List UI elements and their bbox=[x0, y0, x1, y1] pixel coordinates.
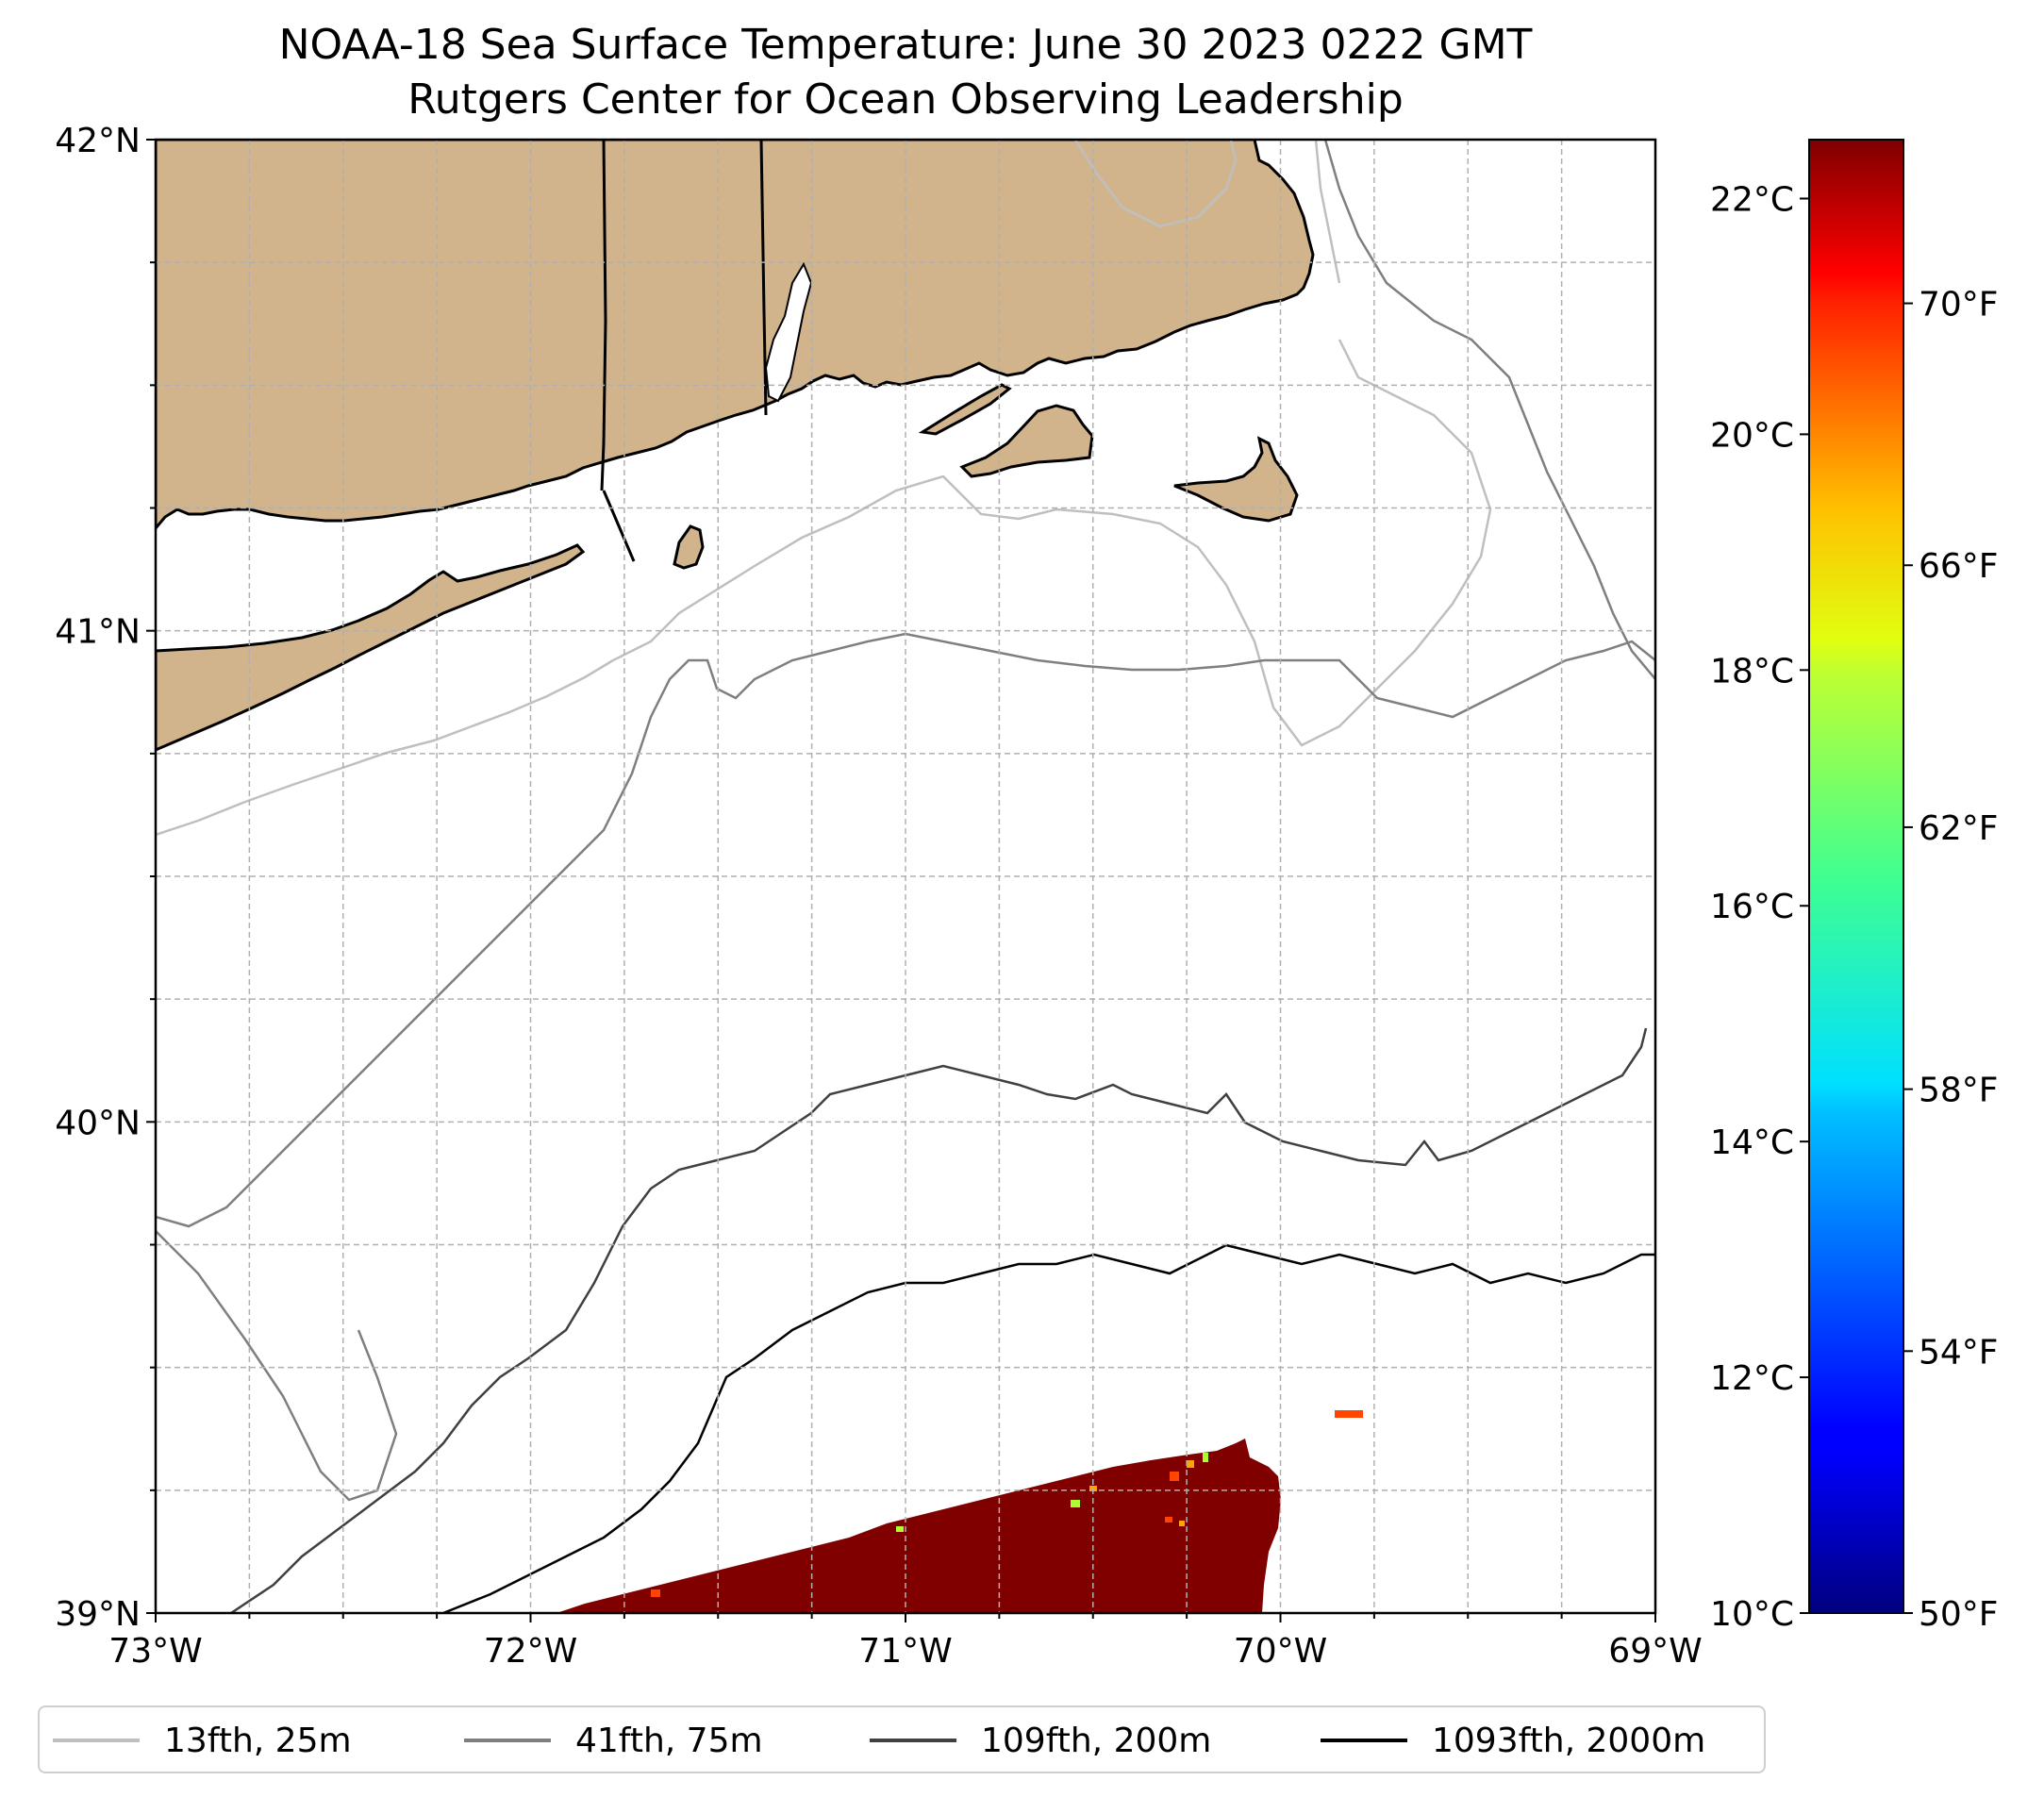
colorbar-celsius-label: 12°C bbox=[1710, 1359, 1794, 1398]
legend-item-25m: 13fth, 25m bbox=[53, 1719, 352, 1762]
state-boundary bbox=[600, 140, 768, 562]
colorbar-fahrenheit-label: 66°F bbox=[1919, 547, 1999, 586]
legend-item-2000m: 1093fth, 2000m bbox=[1321, 1719, 1705, 1762]
legend-swatch-25m bbox=[53, 1739, 140, 1742]
colorbar-fahrenheit-axis: 70°F 66°F 62°F 58°F 54°F 50°F bbox=[1903, 286, 1999, 1634]
colorbar-fahrenheit-label: 54°F bbox=[1919, 1333, 1999, 1372]
latitude-axis: 42°N 41°N 40°N 39°N bbox=[55, 122, 156, 1634]
lat-tick-label: 40°N bbox=[55, 1104, 141, 1142]
map-subtitle: Rutgers Center for Ocean Observing Leade… bbox=[407, 75, 1404, 124]
map-area bbox=[156, 140, 1655, 1613]
legend-label-200m: 109fth, 200m bbox=[981, 1721, 1212, 1760]
land-new-england bbox=[156, 140, 1315, 531]
land-nantucket bbox=[1173, 436, 1299, 523]
sst-data-patch bbox=[557, 1439, 1281, 1613]
colorbar-fahrenheit-label: 70°F bbox=[1919, 286, 1999, 324]
contour-75m-group bbox=[156, 140, 1655, 1502]
colorbar-fahrenheit-label: 62°F bbox=[1919, 809, 1999, 848]
longitude-axis: 73°W 72°W 71°W 70°W 69°W bbox=[108, 1613, 1703, 1671]
legend-swatch-200m bbox=[870, 1739, 956, 1742]
colorbar-fahrenheit-label: 50°F bbox=[1919, 1595, 1999, 1634]
lat-tick-label: 41°N bbox=[55, 613, 141, 652]
legend-item-200m: 109fth, 200m bbox=[870, 1719, 1211, 1762]
colorbar-celsius-label: 16°C bbox=[1710, 888, 1794, 926]
land-elizabeth-islands bbox=[918, 383, 1012, 436]
legend-label-25m: 13fth, 25m bbox=[164, 1721, 352, 1760]
lon-tick-label: 70°W bbox=[1234, 1632, 1327, 1671]
land-marthas-vineyard bbox=[959, 404, 1094, 478]
lon-tick-label: 69°W bbox=[1608, 1632, 1702, 1671]
colorbar-celsius-label: 10°C bbox=[1710, 1595, 1794, 1634]
colorbar-celsius-label: 18°C bbox=[1710, 652, 1794, 691]
map-title: NOAA-18 Sea Surface Temperature: June 30… bbox=[278, 21, 1533, 69]
legend-label-75m: 41fth, 75m bbox=[575, 1721, 763, 1760]
legend-item-75m: 41fth, 75m bbox=[464, 1719, 763, 1762]
colorbar-gradient bbox=[1808, 139, 1904, 1614]
contour-200m-group bbox=[230, 1027, 1648, 1613]
land-long-island bbox=[156, 543, 586, 752]
land-block-island bbox=[673, 524, 705, 570]
colorbar-celsius-axis: 22°C 20°C 18°C 16°C 14°C 12°C 10°C bbox=[1710, 180, 1809, 1634]
lon-tick-label: 72°W bbox=[484, 1632, 577, 1671]
lon-tick-label: 71°W bbox=[858, 1632, 952, 1671]
contour-legend: 13fth, 25m 41fth, 75m 109fth, 200m 1093f… bbox=[38, 1705, 1766, 1773]
colorbar-fahrenheit-label: 58°F bbox=[1919, 1072, 1999, 1110]
colorbar-celsius-label: 20°C bbox=[1710, 416, 1794, 455]
colorbar-celsius-label: 22°C bbox=[1710, 180, 1794, 219]
lat-tick-label: 42°N bbox=[55, 122, 141, 160]
contour-25m-group bbox=[156, 140, 1492, 837]
legend-swatch-75m bbox=[464, 1739, 551, 1742]
bay-narragansett bbox=[764, 261, 813, 403]
lat-tick-label: 39°N bbox=[55, 1595, 141, 1634]
graticule bbox=[156, 140, 1655, 1613]
legend-swatch-2000m bbox=[1321, 1739, 1407, 1742]
colorbar-celsius-label: 14°C bbox=[1710, 1123, 1794, 1162]
legend-label-2000m: 1093fth, 2000m bbox=[1432, 1721, 1706, 1760]
lon-tick-label: 73°W bbox=[108, 1632, 202, 1671]
